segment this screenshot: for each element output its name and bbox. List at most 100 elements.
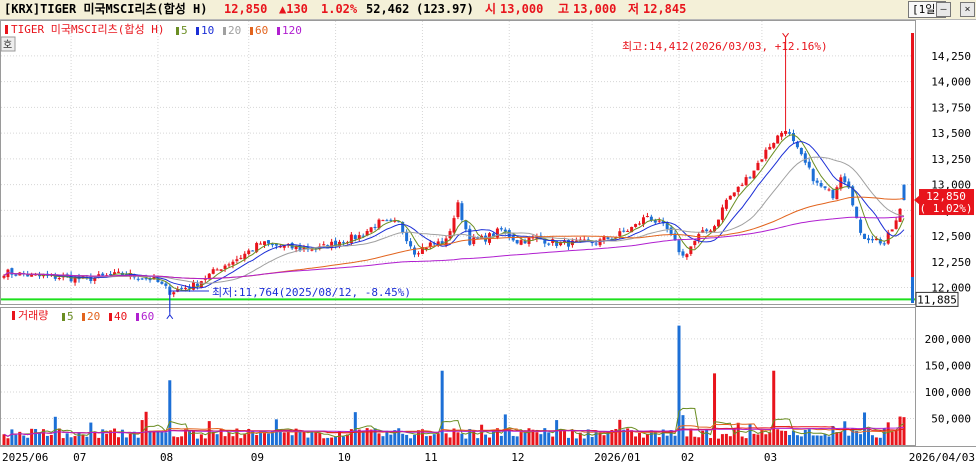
candle-body <box>452 218 456 233</box>
volume-bar <box>586 429 590 445</box>
candle-body <box>365 231 369 236</box>
price-panel-frame <box>0 20 916 305</box>
price-y-axis: 12,00012,25012,50012,75013,00013,25013,5… <box>931 50 971 295</box>
ma-legend-label-120: 120 <box>282 24 302 37</box>
candle-body <box>555 240 559 246</box>
volume-bar <box>720 434 724 445</box>
volume-bar <box>740 436 744 445</box>
volume-bar <box>41 429 45 445</box>
volume-bar <box>535 432 539 445</box>
volume-bar <box>851 428 855 445</box>
candle-body <box>448 231 452 239</box>
volume-bar <box>251 431 255 445</box>
volume-bar <box>882 428 886 445</box>
price-tick-label: 13,250 <box>931 153 971 166</box>
candle-body <box>38 275 42 277</box>
candle-body <box>736 186 740 192</box>
candle-body <box>116 271 120 273</box>
candle-body <box>30 273 34 277</box>
stock-chart[interactable]: 12,00012,25012,50012,75013,00013,25013,5… <box>0 19 976 468</box>
support-bar-indicator <box>911 277 914 303</box>
volume-bar <box>669 430 673 445</box>
volume-bar <box>788 435 792 445</box>
volume-bar <box>511 435 515 445</box>
volume-bar <box>630 430 634 445</box>
volume-bar <box>124 437 128 445</box>
candle-body <box>638 223 642 225</box>
candle-body <box>472 237 476 245</box>
volume-ratio: (123.97) <box>416 2 474 16</box>
candle-body <box>393 220 397 222</box>
volume-bar <box>657 437 661 445</box>
candle-body <box>259 243 263 245</box>
volume-bar <box>760 430 764 445</box>
volume-bar <box>803 429 807 445</box>
volume-bar <box>566 437 570 445</box>
volume-bar <box>424 436 428 445</box>
volume-bar <box>886 422 890 445</box>
candle-body <box>863 233 867 239</box>
volume-bar <box>227 432 231 445</box>
volume-bar <box>357 429 361 445</box>
volume-bar <box>120 429 124 445</box>
high-label: 고 <box>558 2 570 16</box>
candle-body <box>278 246 282 248</box>
candle-body <box>172 292 176 295</box>
volume-bar <box>685 436 689 445</box>
volume-bar <box>53 416 57 445</box>
volume-bar <box>184 429 188 445</box>
candle-body <box>310 249 314 251</box>
volume-bar <box>590 436 594 445</box>
instrument-title: [KRX]TIGER 미국MSCI리츠(합성 H) <box>4 2 208 16</box>
volume-moving-averages <box>3 407 905 438</box>
volume-bar <box>606 432 610 445</box>
candle-body <box>772 142 776 148</box>
volume-bar <box>389 434 393 445</box>
volume-bar <box>649 430 653 445</box>
price-tick-label: 14,250 <box>931 50 971 63</box>
ma-line-5 <box>3 134 905 292</box>
current-price-tag <box>919 189 974 216</box>
volume-bar <box>768 432 772 445</box>
candle-body <box>622 230 626 232</box>
candle-body <box>882 243 886 245</box>
candle-body <box>231 261 235 265</box>
candle-body <box>685 254 689 258</box>
volume-bar <box>255 435 259 445</box>
candle-body <box>507 230 511 238</box>
x-tick-label: 08 <box>160 451 173 464</box>
volume-bar <box>563 430 567 445</box>
candle-body <box>705 229 709 232</box>
volume-bar <box>191 431 195 445</box>
volume-bar <box>716 438 720 445</box>
close-icon[interactable]: × <box>960 2 975 17</box>
side-tab[interactable] <box>0 36 16 52</box>
volume-bar <box>495 428 499 445</box>
candle-body <box>590 241 594 244</box>
volume-bar <box>22 435 26 445</box>
candle-body <box>902 184 906 201</box>
volume-bar <box>622 429 626 445</box>
candle-body <box>349 234 353 243</box>
volume-bar <box>843 421 847 445</box>
ma-legend-swatch-10 <box>196 27 199 35</box>
candle-body <box>499 228 503 230</box>
candle-body <box>176 289 180 292</box>
candle-body <box>235 259 239 261</box>
ma-legend-swatch-5 <box>176 27 179 35</box>
ma-legend-swatch-60 <box>250 27 253 35</box>
volume-bar <box>472 430 476 445</box>
volume-bar <box>30 428 34 445</box>
volume-bar <box>890 431 894 445</box>
volume-bar <box>341 436 345 445</box>
volume-bar <box>318 433 322 445</box>
candle-body <box>270 244 274 246</box>
volume-bar <box>97 437 101 445</box>
volume-bar <box>101 429 105 445</box>
minimize-icon[interactable]: – <box>936 2 951 17</box>
candle-body <box>795 142 799 148</box>
volume-bar <box>65 433 69 445</box>
volume-bar <box>377 433 381 445</box>
volume-bar <box>847 435 851 445</box>
volume-bar <box>598 432 602 445</box>
